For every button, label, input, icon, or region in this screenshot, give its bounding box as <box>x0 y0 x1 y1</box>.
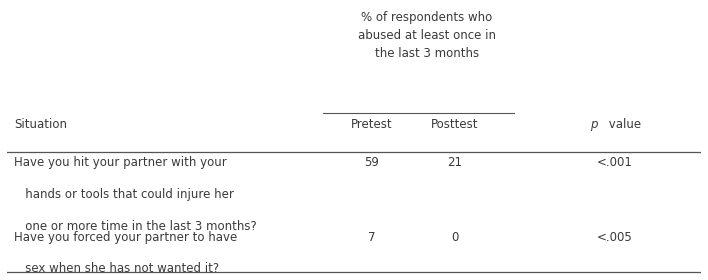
Text: <.001: <.001 <box>597 157 633 169</box>
Text: % of respondents who
abused at least once in
the last 3 months: % of respondents who abused at least onc… <box>358 11 496 60</box>
Text: p: p <box>590 118 598 131</box>
Text: sex when she has not wanted it?: sex when she has not wanted it? <box>14 262 219 275</box>
Text: hands or tools that could injure her: hands or tools that could injure her <box>14 188 234 201</box>
Text: Posttest: Posttest <box>431 118 479 131</box>
Text: <.005: <.005 <box>597 230 632 244</box>
Text: Situation: Situation <box>14 118 67 131</box>
Text: Have you hit your partner with your: Have you hit your partner with your <box>14 157 227 169</box>
Text: 0: 0 <box>451 230 458 244</box>
Text: 59: 59 <box>364 157 379 169</box>
Text: Pretest: Pretest <box>350 118 392 131</box>
Text: one or more time in the last 3 months?: one or more time in the last 3 months? <box>14 220 257 233</box>
Text: Have you forced your partner to have: Have you forced your partner to have <box>14 230 237 244</box>
Text: value: value <box>605 118 641 131</box>
Text: 7: 7 <box>367 230 375 244</box>
Text: 21: 21 <box>447 157 462 169</box>
